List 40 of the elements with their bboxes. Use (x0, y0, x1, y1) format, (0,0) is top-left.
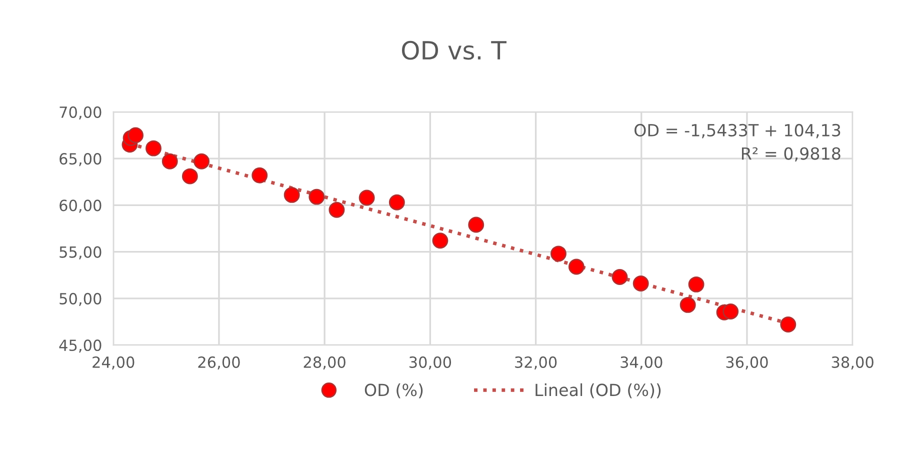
point (722, 303, 739, 320)
x-tick-label: 34,00 (620, 356, 662, 370)
chart-title: OD vs. T (402, 40, 507, 60)
y-tick-label: 60,00 (60, 200, 102, 213)
point (182, 168, 198, 184)
point (568, 258, 584, 275)
point (780, 316, 796, 333)
x-tick-label: 28,00 (304, 356, 346, 370)
point (284, 186, 300, 203)
point (308, 188, 325, 205)
point (680, 296, 696, 313)
point (252, 167, 268, 184)
point (612, 269, 628, 285)
point (194, 153, 210, 170)
x-tick-label: 24,00 (92, 356, 134, 370)
y-tick-label: 55,00 (60, 246, 102, 260)
point (632, 276, 649, 292)
legend-label: Lineal (OD (%)) (536, 383, 661, 398)
x-tick-label: 32,00 (515, 356, 557, 370)
point (358, 190, 375, 206)
x-tick-label: 30,00 (409, 356, 452, 370)
x-tick-label: 26,00 (198, 356, 240, 370)
y-tick-label: 65,00 (60, 153, 102, 166)
point (432, 232, 448, 249)
x-tick-label: 36,00 (726, 356, 768, 370)
annotation: OD = -1,5433T + 104,13 (634, 124, 840, 138)
point (162, 153, 178, 170)
point (468, 216, 484, 233)
annotation: R² = 0,9818 (742, 147, 840, 162)
y-tick-label: 45,00 (59, 340, 102, 353)
legend-label: OD (%) (364, 383, 423, 398)
point (388, 194, 405, 210)
y-tick-label: 70,00 (60, 106, 102, 120)
point (688, 276, 704, 292)
point (128, 127, 144, 144)
point (550, 246, 566, 262)
y-tick-label: 50,00 (60, 292, 102, 306)
x-tick-label: 38,00 (832, 356, 874, 370)
point (328, 202, 345, 218)
point (146, 140, 162, 156)
